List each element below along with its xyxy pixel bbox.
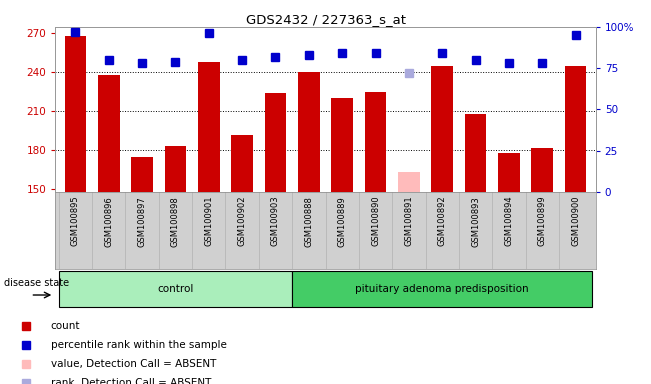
Text: GSM100894: GSM100894 (505, 196, 514, 247)
Text: GSM100901: GSM100901 (204, 196, 214, 247)
Text: rank, Detection Call = ABSENT: rank, Detection Call = ABSENT (51, 378, 211, 384)
Bar (298, 73, 320, 192)
Text: GSM100889: GSM100889 (338, 196, 347, 247)
Text: value, Detection Call = ABSENT: value, Detection Call = ABSENT (51, 359, 216, 369)
Bar (264, 93, 286, 192)
Bar (398, 172, 420, 192)
Bar (59, 271, 292, 307)
Text: GSM100891: GSM100891 (404, 196, 413, 247)
Text: GSM100899: GSM100899 (538, 196, 547, 247)
Bar (292, 271, 592, 307)
Bar (98, 75, 120, 192)
Text: GSM100895: GSM100895 (71, 196, 80, 247)
Text: GSM100903: GSM100903 (271, 196, 280, 247)
Text: GSM100902: GSM100902 (238, 196, 247, 247)
Bar (165, 146, 186, 192)
Bar (331, 98, 353, 192)
Bar (565, 66, 587, 192)
Bar (498, 153, 519, 192)
Text: GSM100900: GSM100900 (571, 196, 580, 247)
Text: count: count (51, 321, 80, 331)
Bar (132, 157, 153, 192)
Text: GSM100897: GSM100897 (137, 196, 146, 247)
Bar (531, 148, 553, 192)
Text: GSM100893: GSM100893 (471, 196, 480, 247)
Text: disease state: disease state (5, 278, 70, 288)
Text: control: control (158, 284, 193, 294)
Text: pituitary adenoma predisposition: pituitary adenoma predisposition (355, 284, 529, 294)
Text: GSM100896: GSM100896 (104, 196, 113, 247)
Bar (198, 62, 219, 192)
Text: GSM100888: GSM100888 (304, 196, 313, 247)
Bar (432, 66, 453, 192)
Bar (231, 135, 253, 192)
Text: percentile rank within the sample: percentile rank within the sample (51, 340, 227, 350)
Bar (64, 36, 86, 192)
Bar (365, 92, 387, 192)
Text: GSM100890: GSM100890 (371, 196, 380, 247)
Bar (465, 114, 486, 192)
Text: GSM100892: GSM100892 (437, 196, 447, 247)
Title: GDS2432 / 227363_s_at: GDS2432 / 227363_s_at (245, 13, 406, 26)
Text: GSM100898: GSM100898 (171, 196, 180, 247)
